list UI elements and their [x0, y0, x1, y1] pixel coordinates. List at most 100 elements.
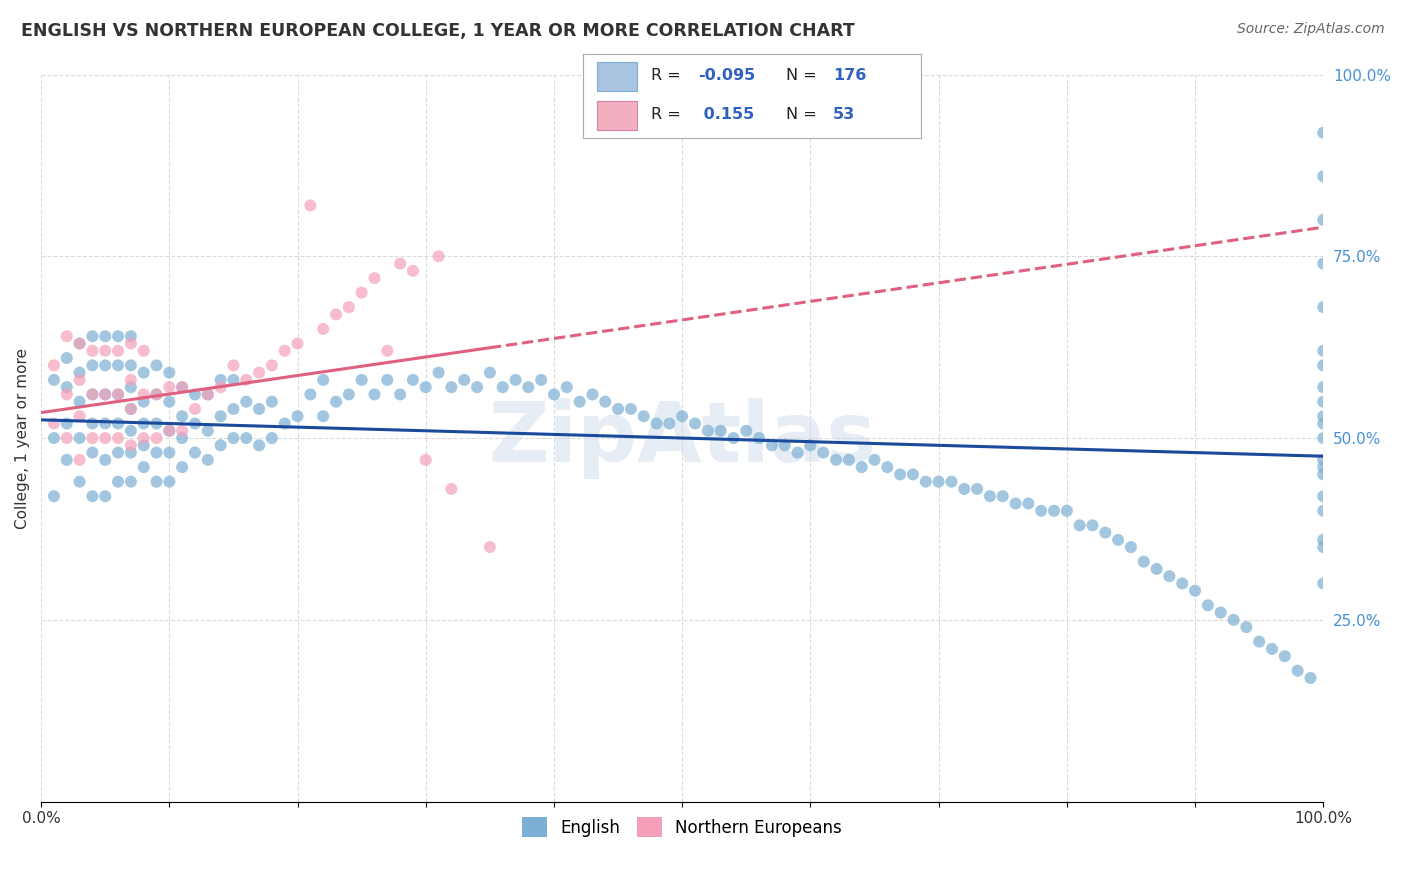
Point	[94, 343, 117, 358]
Point	[1312, 453, 1334, 467]
Point	[69, 475, 91, 489]
Point	[465, 380, 488, 394]
Point	[1249, 634, 1271, 648]
Point	[492, 380, 515, 394]
Point	[1312, 256, 1334, 270]
Point	[375, 343, 398, 358]
Point	[69, 431, 91, 445]
Point	[966, 482, 988, 496]
Point	[94, 431, 117, 445]
Point	[337, 300, 360, 314]
Point	[120, 336, 142, 351]
Point	[415, 380, 437, 394]
Text: ENGLISH VS NORTHERN EUROPEAN COLLEGE, 1 YEAR OR MORE CORRELATION CHART: ENGLISH VS NORTHERN EUROPEAN COLLEGE, 1 …	[21, 22, 855, 40]
Point	[876, 460, 898, 475]
Point	[107, 343, 129, 358]
Point	[197, 453, 219, 467]
Point	[55, 453, 77, 467]
Point	[82, 431, 104, 445]
Point	[197, 424, 219, 438]
Point	[197, 387, 219, 401]
Point	[723, 431, 745, 445]
Point	[1312, 533, 1334, 547]
Point	[274, 343, 297, 358]
Point	[157, 445, 180, 459]
Point	[157, 424, 180, 438]
Point	[530, 373, 553, 387]
Point	[1312, 343, 1334, 358]
Point	[94, 329, 117, 343]
Point	[1312, 300, 1334, 314]
Point	[107, 475, 129, 489]
Point	[120, 359, 142, 373]
Point	[42, 359, 65, 373]
Point	[1159, 569, 1181, 583]
Point	[1184, 583, 1206, 598]
Point	[132, 438, 155, 452]
Point	[287, 336, 309, 351]
Text: 176: 176	[834, 68, 866, 83]
Point	[1312, 213, 1334, 227]
Point	[69, 336, 91, 351]
Point	[517, 380, 540, 394]
Point	[658, 417, 681, 431]
Point	[55, 329, 77, 343]
Point	[274, 417, 297, 431]
Legend: English, Northern Europeans: English, Northern Europeans	[516, 811, 849, 844]
Point	[209, 380, 232, 394]
Point	[157, 424, 180, 438]
Point	[645, 417, 668, 431]
Point	[82, 387, 104, 401]
Point	[941, 475, 963, 489]
Point	[69, 409, 91, 424]
Point	[1107, 533, 1129, 547]
Point	[260, 359, 283, 373]
Point	[928, 475, 950, 489]
Point	[299, 387, 322, 401]
Point	[120, 329, 142, 343]
Point	[172, 409, 194, 424]
Point	[120, 475, 142, 489]
Point	[363, 387, 385, 401]
Point	[120, 424, 142, 438]
Point	[82, 343, 104, 358]
Point	[120, 438, 142, 452]
Text: 53: 53	[834, 107, 855, 122]
Point	[633, 409, 655, 424]
Text: N =: N =	[786, 68, 823, 83]
Point	[287, 409, 309, 424]
Point	[82, 417, 104, 431]
Point	[132, 343, 155, 358]
Point	[568, 394, 591, 409]
Text: ZipAtlas: ZipAtlas	[488, 398, 876, 478]
Point	[581, 387, 603, 401]
Point	[55, 417, 77, 431]
Point	[889, 467, 911, 482]
Point	[235, 431, 257, 445]
Point	[363, 271, 385, 285]
Point	[222, 373, 245, 387]
Point	[145, 431, 167, 445]
Point	[1312, 380, 1334, 394]
Point	[184, 417, 207, 431]
Point	[145, 445, 167, 459]
Point	[1312, 169, 1334, 184]
Point	[1312, 576, 1334, 591]
Point	[184, 445, 207, 459]
Point	[505, 373, 527, 387]
Point	[1209, 606, 1232, 620]
Point	[1069, 518, 1091, 533]
Point	[209, 373, 232, 387]
Point	[953, 482, 976, 496]
Point	[851, 460, 873, 475]
Point	[427, 249, 450, 263]
Point	[1312, 431, 1334, 445]
Point	[761, 438, 783, 452]
Point	[172, 424, 194, 438]
Point	[82, 359, 104, 373]
Point	[1312, 394, 1334, 409]
Point	[209, 438, 232, 452]
FancyBboxPatch shape	[598, 101, 637, 130]
Point	[222, 359, 245, 373]
Point	[82, 387, 104, 401]
